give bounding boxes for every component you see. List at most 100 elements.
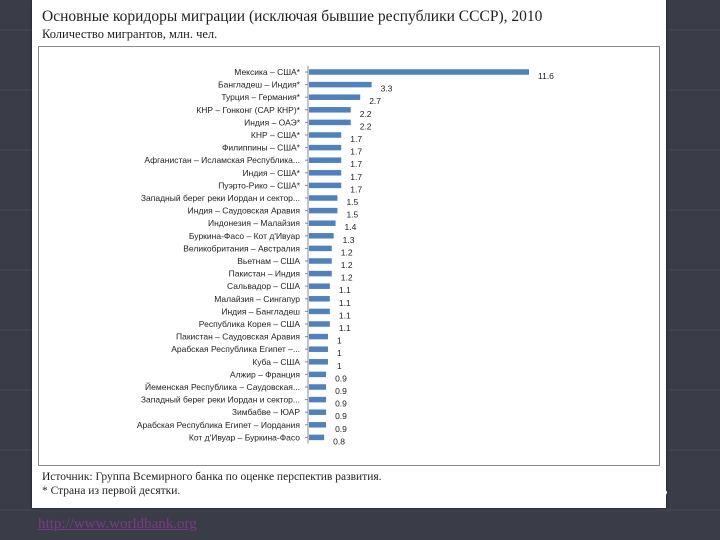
value-label: 1.3 — [343, 235, 355, 245]
value-label: 11.6 — [538, 71, 554, 81]
value-label: 1.5 — [346, 210, 358, 220]
value-label: 2.2 — [360, 121, 372, 131]
category-label: Филиппины – США* — [222, 143, 301, 153]
value-label: 0.9 — [335, 411, 347, 421]
value-label: 1.7 — [350, 159, 362, 169]
category-label: Индия – США* — [243, 168, 301, 178]
value-label: 1 — [337, 348, 342, 358]
value-label: 1.1 — [339, 285, 351, 295]
bar — [309, 283, 330, 289]
value-label: 1.5 — [346, 197, 358, 207]
bar — [309, 321, 330, 327]
value-label: 1.4 — [345, 222, 357, 232]
chart-frame — [38, 46, 660, 466]
category-label: Индия – ОАЭ* — [244, 117, 301, 127]
bar — [309, 81, 372, 88]
chart-panel: Основные коридоры миграции (исключая быв… — [32, 0, 666, 508]
category-label: Западный берег реки Иордан и сектор... — [141, 193, 300, 203]
category-label: Индия – Бангладеш — [221, 306, 300, 316]
worldbank-link[interactable]: http://www.worldbank.org — [38, 516, 197, 532]
value-label: 0.9 — [335, 424, 347, 434]
category-label: Мексика – США* — [234, 67, 300, 77]
bar — [309, 346, 328, 352]
category-label: Алжир – Франция — [230, 369, 300, 379]
footnote-line: * Страна из первой десятки. — [42, 485, 181, 497]
value-label: 1 — [337, 336, 342, 346]
bar — [309, 396, 327, 403]
category-label: Малайзия – Сингапур — [214, 294, 300, 304]
category-label: Пакистан – Индия — [229, 269, 301, 279]
value-label: 3.3 — [381, 84, 393, 94]
bar — [309, 359, 328, 365]
category-label: Кот д'Ивуар – Буркина-Фасо — [189, 432, 300, 442]
value-label: 2.7 — [369, 96, 381, 106]
bar — [309, 119, 351, 126]
category-label: Сальвадор – США — [227, 281, 300, 291]
bar — [309, 144, 342, 151]
bar — [309, 333, 328, 340]
bar — [309, 69, 529, 75]
value-label: 2.2 — [360, 109, 372, 119]
category-label: Бангладеш – Индия* — [218, 80, 301, 90]
value-label: 1.7 — [350, 172, 362, 182]
source-note: Источник: Группа Всемирного банка по оце… — [42, 470, 382, 498]
category-label: Афганистан – Исламская Республика... — [144, 155, 300, 165]
value-label: 1.2 — [341, 260, 353, 270]
value-label: 0.9 — [335, 386, 347, 396]
bar — [309, 422, 327, 428]
bar — [309, 270, 332, 277]
category-label: КНР – Гонконг (САР КНР)* — [196, 105, 300, 115]
bar — [309, 384, 327, 390]
bar — [309, 132, 342, 138]
category-label: Буркина-Фасо – Кот д'Ивуар — [189, 231, 300, 241]
value-label: 0.9 — [335, 399, 347, 409]
category-label: Арабская Республика Египет –... — [171, 344, 300, 354]
category-label: Турция – Германия* — [221, 92, 300, 102]
value-label: 1.7 — [350, 184, 362, 194]
bar — [309, 296, 330, 302]
category-label: Пакистан – Саудовская Аравия — [176, 332, 300, 342]
value-label: 1.1 — [339, 298, 351, 308]
bar-chart: Мексика – США* 11.6 Бангладеш – Индия* 3.3 Т… — [137, 66, 554, 446]
category-label: КНР – США* — [251, 130, 301, 140]
bar — [309, 157, 342, 163]
bar — [309, 182, 342, 189]
bullet-dot — [662, 490, 667, 495]
category-label: Арабская Республика Египет – Иордания — [137, 420, 301, 430]
bar — [309, 371, 327, 378]
value-label: 1.1 — [339, 310, 351, 320]
bar — [309, 195, 338, 201]
category-label: Зимбабве – ЮАР — [232, 407, 300, 417]
bar — [309, 245, 332, 252]
bar — [309, 258, 332, 264]
source-line: Источник: Группа Всемирного банка по оце… — [42, 471, 382, 483]
value-label: 1.7 — [350, 134, 362, 144]
value-label: 1.2 — [341, 273, 353, 283]
bar — [309, 308, 330, 315]
value-label: 1.2 — [341, 247, 353, 257]
bar — [309, 207, 338, 214]
value-label: 0.8 — [333, 436, 345, 446]
category-label: Индия – Саудовская Аравия — [188, 206, 301, 216]
category-label: Вьетнам – США — [237, 256, 300, 266]
value-label: 1 — [337, 361, 342, 371]
category-label: Куба – США — [252, 357, 300, 367]
bar — [309, 409, 327, 415]
value-label: 1.7 — [350, 147, 362, 157]
bar — [309, 94, 361, 100]
bar — [309, 107, 351, 113]
bar — [309, 170, 342, 176]
chart-title: Основные коридоры миграции (исключая быв… — [42, 8, 543, 25]
value-label: 1.1 — [339, 323, 351, 333]
category-label: Западный берег реки Иордан и сектор... — [141, 395, 300, 405]
category-label: Индонезия – Малайзия — [208, 218, 300, 228]
category-label: Республика Корея – США — [199, 319, 301, 329]
bar — [309, 233, 334, 239]
chart-subtitle: Количество мигрантов, млн. чел. — [42, 27, 218, 41]
category-label: Великобритания – Австралия — [183, 243, 300, 253]
value-label: 0.9 — [335, 373, 347, 383]
bar — [309, 434, 325, 441]
category-label: Пуэрто-Рико – США* — [218, 180, 301, 190]
category-label: Йеменская Республика – Саудовская... — [145, 381, 300, 392]
bar — [309, 220, 336, 226]
